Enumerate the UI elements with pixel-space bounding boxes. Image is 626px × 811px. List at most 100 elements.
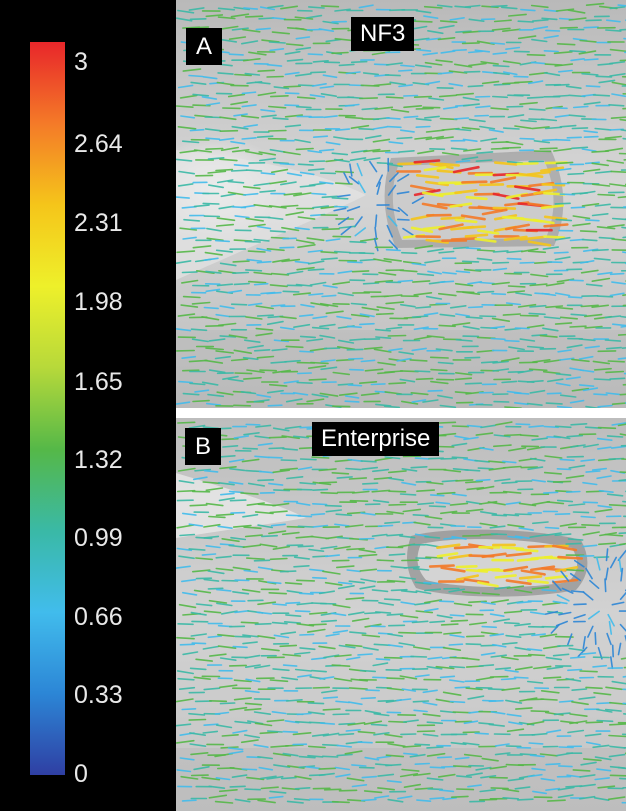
velocity-vector <box>308 745 326 749</box>
velocity-vector <box>545 787 561 792</box>
velocity-vector <box>335 773 351 778</box>
velocity-vector <box>594 508 613 513</box>
velocity-vector <box>495 421 513 426</box>
velocity-vector <box>611 281 626 285</box>
velocity-vector <box>556 594 570 602</box>
velocity-vector <box>294 668 312 672</box>
velocity-vector <box>219 684 238 689</box>
velocity-vector <box>403 752 418 756</box>
velocity-vector <box>282 664 298 667</box>
velocity-vector <box>188 523 204 527</box>
velocity-vector <box>345 644 363 648</box>
velocity-vector <box>514 125 532 130</box>
velocity-vector <box>403 566 420 569</box>
colorbar-tick-label: 1.65 <box>74 368 123 396</box>
velocity-vector <box>319 676 335 680</box>
velocity-vector <box>269 148 286 153</box>
velocity-vector <box>569 572 582 582</box>
velocity-vector <box>463 753 483 758</box>
velocity-vector <box>205 14 224 18</box>
velocity-vector <box>465 687 483 691</box>
velocity-vector <box>254 81 271 85</box>
velocity-vector <box>501 687 521 692</box>
velocity-vector <box>462 325 480 330</box>
velocity-vector <box>203 610 222 614</box>
velocity-vector <box>552 94 570 98</box>
velocity-vector <box>529 457 546 462</box>
velocity-vector <box>449 634 465 638</box>
velocity-vector <box>448 70 468 74</box>
velocity-vector <box>258 766 274 771</box>
velocity-vector <box>281 258 301 263</box>
velocity-vector <box>480 137 498 142</box>
velocity-vector <box>376 174 383 188</box>
velocity-vector <box>231 774 248 779</box>
velocity-vector <box>181 271 198 274</box>
velocity-vector <box>318 645 336 650</box>
velocity-vector <box>337 585 355 590</box>
velocity-vector <box>375 403 392 407</box>
velocity-vector <box>242 185 261 190</box>
velocity-vector <box>606 435 624 438</box>
velocity-vector <box>188 424 206 429</box>
velocity-vector <box>267 4 284 9</box>
velocity-vector <box>176 401 191 405</box>
velocity-vector <box>230 511 246 514</box>
velocity-vector <box>181 205 197 209</box>
velocity-vector <box>266 75 284 78</box>
velocity-vector <box>579 190 596 195</box>
velocity-vector <box>240 204 256 209</box>
velocity-vector <box>257 799 276 804</box>
velocity-vector <box>188 74 204 78</box>
velocity-vector <box>230 140 246 145</box>
velocity-vector <box>229 785 246 788</box>
velocity-vector <box>531 633 547 637</box>
velocity-vector <box>259 543 278 548</box>
velocity-vector <box>605 29 622 32</box>
velocity-vector <box>374 226 378 240</box>
velocity-vector <box>448 665 466 669</box>
velocity-vector <box>492 71 510 76</box>
velocity-vector <box>219 116 237 121</box>
velocity-vector <box>270 360 288 364</box>
velocity-vector <box>321 195 338 199</box>
velocity-vector <box>530 4 549 9</box>
velocity-vector <box>254 455 270 459</box>
velocity-vector <box>319 334 336 339</box>
velocity-vector <box>295 239 315 244</box>
velocity-vector <box>451 535 467 540</box>
velocity-vector <box>346 547 365 551</box>
velocity-vector <box>348 477 368 480</box>
velocity-vector <box>539 334 558 338</box>
velocity-vector <box>552 600 568 605</box>
velocity-vector <box>343 172 350 184</box>
velocity-vector <box>450 237 478 241</box>
velocity-vector <box>569 713 588 718</box>
velocity-vector <box>189 382 206 386</box>
velocity-vector <box>477 205 504 212</box>
velocity-vector <box>219 262 237 267</box>
velocity-vector <box>579 259 595 264</box>
velocity-vector <box>333 136 349 140</box>
velocity-vector <box>258 17 275 20</box>
velocity-vector <box>587 610 600 620</box>
velocity-vector <box>312 686 330 689</box>
velocity-vector <box>609 292 625 297</box>
velocity-vector <box>320 359 336 363</box>
velocity-vector <box>606 224 625 228</box>
velocity-vector <box>490 654 508 658</box>
velocity-vector <box>193 204 210 208</box>
velocity-vector <box>452 246 469 250</box>
velocity-vector <box>559 26 579 29</box>
velocity-vector <box>297 372 312 375</box>
velocity-vector <box>449 202 473 208</box>
colorbar-tick-label: 0.33 <box>74 681 123 709</box>
velocity-vector <box>176 636 195 640</box>
velocity-vector <box>335 128 351 132</box>
velocity-vector <box>501 788 520 793</box>
velocity-vector <box>596 446 612 450</box>
velocity-vector <box>567 296 583 299</box>
velocity-vector <box>312 205 330 209</box>
velocity-vector <box>347 261 363 264</box>
velocity-vector <box>578 50 597 55</box>
